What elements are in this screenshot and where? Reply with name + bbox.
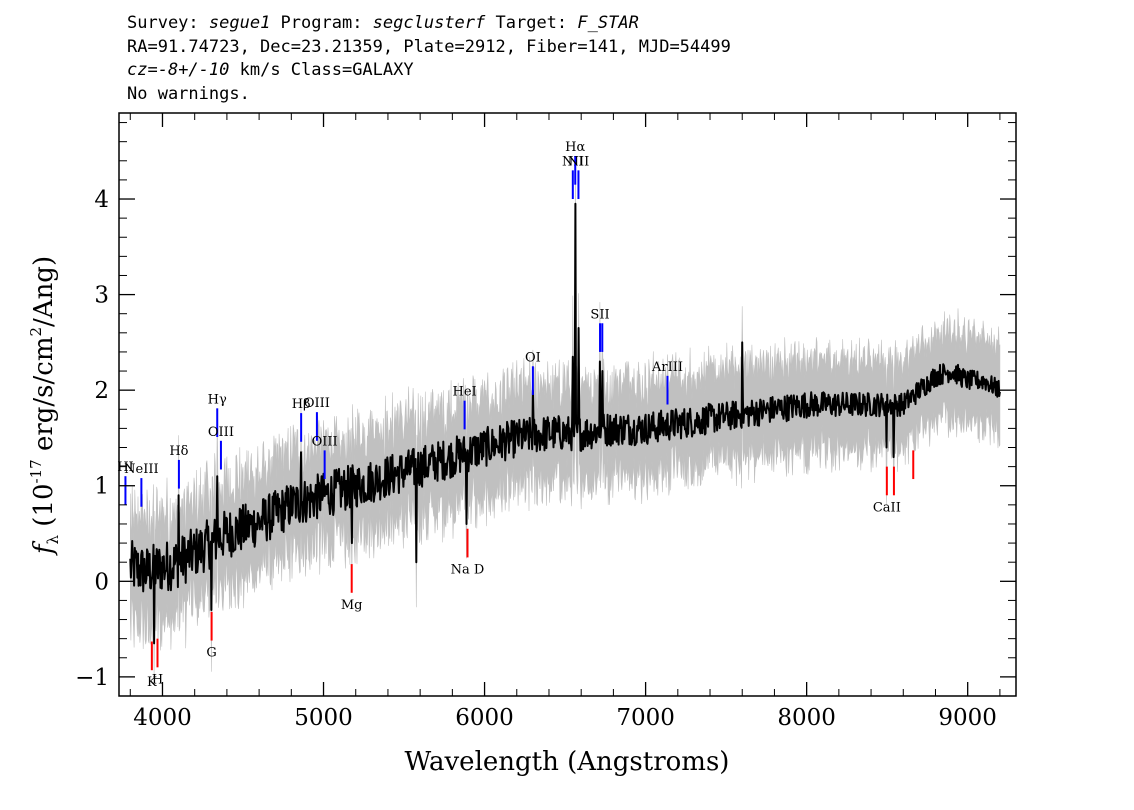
class-text: km/s Class=GALAXY bbox=[229, 60, 414, 80]
x-tick-label: 8000 bbox=[777, 705, 836, 731]
y-tick-label: 0 bbox=[94, 569, 109, 595]
absorption-line-label: Na D bbox=[451, 562, 485, 577]
x-tick-label: 5000 bbox=[294, 705, 353, 731]
emission-line-label: Hα bbox=[565, 140, 585, 155]
y-tick-label: −1 bbox=[75, 665, 109, 691]
emission-line-label: HI bbox=[117, 460, 133, 475]
header-line-coordinates: RA=91.74723, Dec=23.21359, Plate=2912, F… bbox=[127, 36, 731, 57]
emission-line-label: NII bbox=[562, 154, 584, 169]
target-label: Target: bbox=[485, 13, 578, 33]
absorption-line-label: Mg bbox=[341, 598, 363, 613]
header-line-redshift: cz=-8+/-10 km/s Class=GALAXY bbox=[127, 59, 731, 83]
y-tick-label: 4 bbox=[94, 187, 109, 213]
header-line-warnings: No warnings. bbox=[127, 83, 250, 104]
absorption-line-label: G bbox=[206, 646, 216, 661]
emission-line-label: OIII bbox=[312, 434, 338, 449]
emission-line-label: HeI bbox=[453, 385, 477, 400]
y-tick-label: 2 bbox=[94, 378, 109, 404]
line-markers: HINeIIIHδHγOIIIHβOIIIOIIIHeIOINIIHαNIISI… bbox=[117, 140, 915, 690]
emission-line-label: OIII bbox=[208, 425, 234, 440]
absorption-line-label: K bbox=[147, 675, 157, 690]
y-axis-label: fλ (10-17 erg/s/cm2/Ang) bbox=[27, 256, 62, 556]
axis-ticks: 4000 5000 6000 7000 8000 9000 −1 0 1 2 3 4 bbox=[75, 113, 1016, 731]
program-label: Program: bbox=[270, 13, 373, 33]
x-tick-label: 7000 bbox=[616, 705, 675, 731]
emission-line-label: NII bbox=[568, 154, 590, 169]
emission-line-label: Hδ bbox=[169, 444, 188, 459]
absorption-line-label: CaII bbox=[873, 500, 901, 515]
y-tick-label: 1 bbox=[94, 474, 109, 500]
flux-line bbox=[129, 202, 1001, 645]
emission-line-label: SII bbox=[590, 307, 609, 322]
flux-series bbox=[129, 202, 1001, 645]
error-band-area bbox=[130, 158, 1001, 679]
program-value: segclusterf bbox=[372, 13, 486, 33]
target-value: F_STAR bbox=[577, 13, 639, 33]
error-band bbox=[130, 158, 1001, 679]
x-tick-label: 6000 bbox=[455, 705, 514, 731]
survey-value: segue1 bbox=[208, 13, 271, 33]
emission-line-label: Hγ bbox=[208, 392, 227, 407]
emission-line-label: Hβ bbox=[292, 397, 311, 412]
x-axis-label: Wavelength (Angstroms) bbox=[405, 747, 730, 777]
spectrum-header: Survey: segue1 Program: segclusterf Targ… bbox=[127, 12, 731, 106]
emission-line-label: OI bbox=[525, 350, 541, 365]
emission-line-label: OIII bbox=[304, 396, 330, 411]
header-line-survey: Survey: segue1 Program: segclusterf Targ… bbox=[127, 12, 731, 36]
absorption-line-label: H bbox=[152, 672, 163, 687]
cz-label: cz bbox=[127, 60, 148, 80]
plot-frame bbox=[118, 112, 1017, 697]
x-tick-label: 9000 bbox=[938, 705, 997, 731]
emission-line-label: ArIII bbox=[651, 360, 683, 375]
y-tick-label: 3 bbox=[94, 283, 109, 309]
emission-line-label: NeIII bbox=[124, 462, 158, 477]
survey-label: Survey: bbox=[127, 13, 209, 33]
cz-value: =-8+/-10 bbox=[147, 60, 230, 80]
x-tick-label: 4000 bbox=[133, 705, 192, 731]
